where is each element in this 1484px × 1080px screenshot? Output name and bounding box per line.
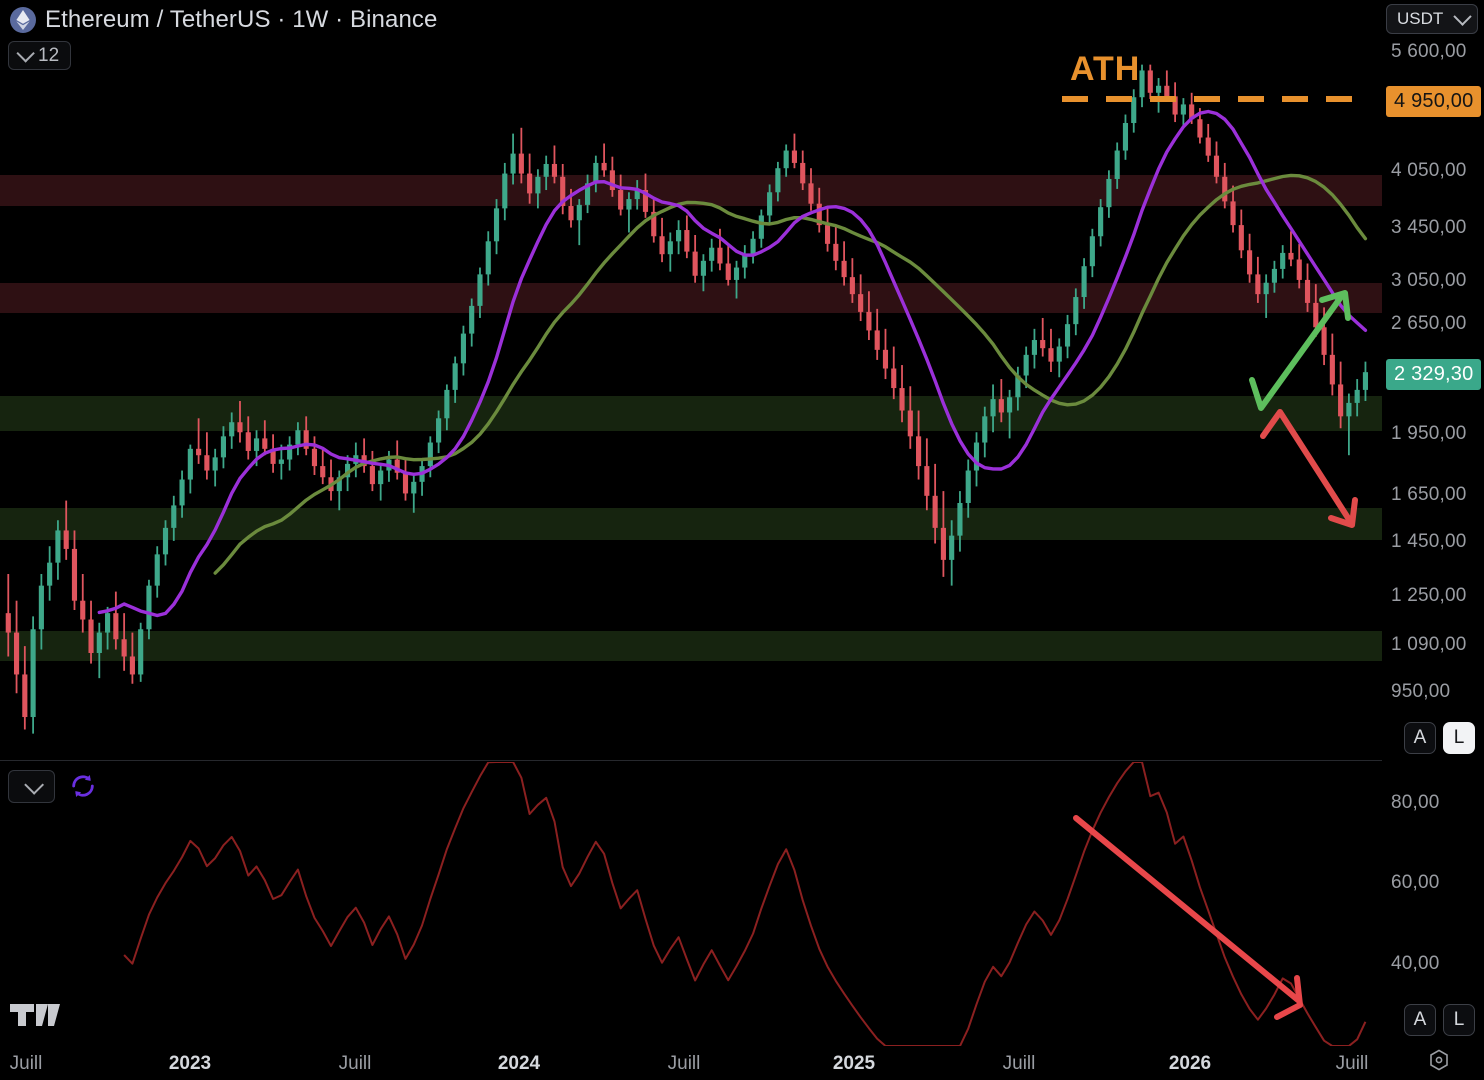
rsi-collapse-button[interactable] <box>8 770 55 803</box>
support-zone-3 <box>0 631 1382 661</box>
symbol-title: Ethereum / TetherUS · 1W · Binance <box>45 6 438 33</box>
ath-label: ATH <box>1070 50 1141 88</box>
indicator-legend-button[interactable]: 12 <box>8 41 72 70</box>
support-zone-2 <box>0 508 1382 540</box>
time-tick: 2025 <box>832 1053 876 1074</box>
rsi-plot <box>123 762 1367 1046</box>
chevron-down-icon <box>23 774 44 795</box>
price-tick: 1 650,00 <box>1391 484 1467 505</box>
chevron-down-icon <box>1453 6 1472 26</box>
settings-gear-icon[interactable] <box>1427 1048 1451 1072</box>
time-tick: 2024 <box>497 1053 541 1074</box>
ethereum-icon <box>10 7 36 33</box>
price-tick: 3 050,00 <box>1391 270 1467 291</box>
price-tick: 2 650,00 <box>1391 313 1467 334</box>
price-tick: 1 950,00 <box>1391 423 1467 444</box>
log-scale-button[interactable]: L <box>1443 722 1475 754</box>
price-scale-toggles: A L <box>1404 722 1475 754</box>
refresh-sync-icon[interactable] <box>69 772 97 800</box>
price-tick: 4 050,00 <box>1391 160 1467 181</box>
time-tick: Juill <box>9 1053 43 1074</box>
chevron-down-icon <box>16 44 35 63</box>
resistance-zone-1 <box>0 175 1382 206</box>
symbol-header: Ethereum / TetherUS · 1W · Binance <box>0 0 437 40</box>
currency-selector-value: USDT <box>1397 9 1444 28</box>
price-tick: 1 250,00 <box>1391 585 1467 606</box>
rsi-scale-toggles: A L <box>1404 1004 1475 1036</box>
time-tick: Juill <box>1335 1053 1369 1074</box>
price-candlestick-plot <box>5 64 1369 734</box>
rsi-tick: 40,00 <box>1391 953 1440 974</box>
price-tick: 950,00 <box>1391 681 1451 702</box>
auto-scale-button[interactable]: A <box>1404 722 1436 754</box>
price-tick: 3 450,00 <box>1391 217 1467 238</box>
price-axis[interactable]: 5 600,00 4 050,00 3 450,00 3 050,00 2 650,00… <box>1382 0 1484 760</box>
tradingview-logo[interactable] <box>10 999 60 1034</box>
price-tick: 1 090,00 <box>1391 634 1467 655</box>
currency-selector[interactable]: USDT <box>1386 4 1478 34</box>
rsi-axis[interactable]: 80,00 60,00 40,00 <box>1382 762 1484 1045</box>
ath-price-pill: 4 950,00 <box>1386 86 1482 117</box>
indicator-legend-count: 12 <box>38 44 60 66</box>
time-tick: 2023 <box>168 1053 212 1074</box>
rsi-log-scale-button[interactable]: L <box>1443 1004 1475 1036</box>
time-tick: Juill <box>1002 1053 1036 1074</box>
resistance-zone-2 <box>0 283 1382 313</box>
rsi-tick: 60,00 <box>1391 872 1440 893</box>
rsi-tick: 80,00 <box>1391 792 1440 813</box>
time-axis[interactable]: Juill 2023 Juill 2024 Juill 2025 Juill 2026 Juil… <box>0 1046 1382 1080</box>
time-tick: Juill <box>338 1053 372 1074</box>
price-tick: 1 450,00 <box>1391 531 1467 552</box>
time-tick: Juill <box>667 1053 701 1074</box>
time-tick: 2026 <box>1168 1053 1212 1074</box>
price-tick: 5 600,00 <box>1391 41 1467 62</box>
pane-divider[interactable] <box>0 760 1382 761</box>
rsi-auto-scale-button[interactable]: A <box>1404 1004 1436 1036</box>
last-price-pill: 2 329,30 <box>1386 359 1482 390</box>
